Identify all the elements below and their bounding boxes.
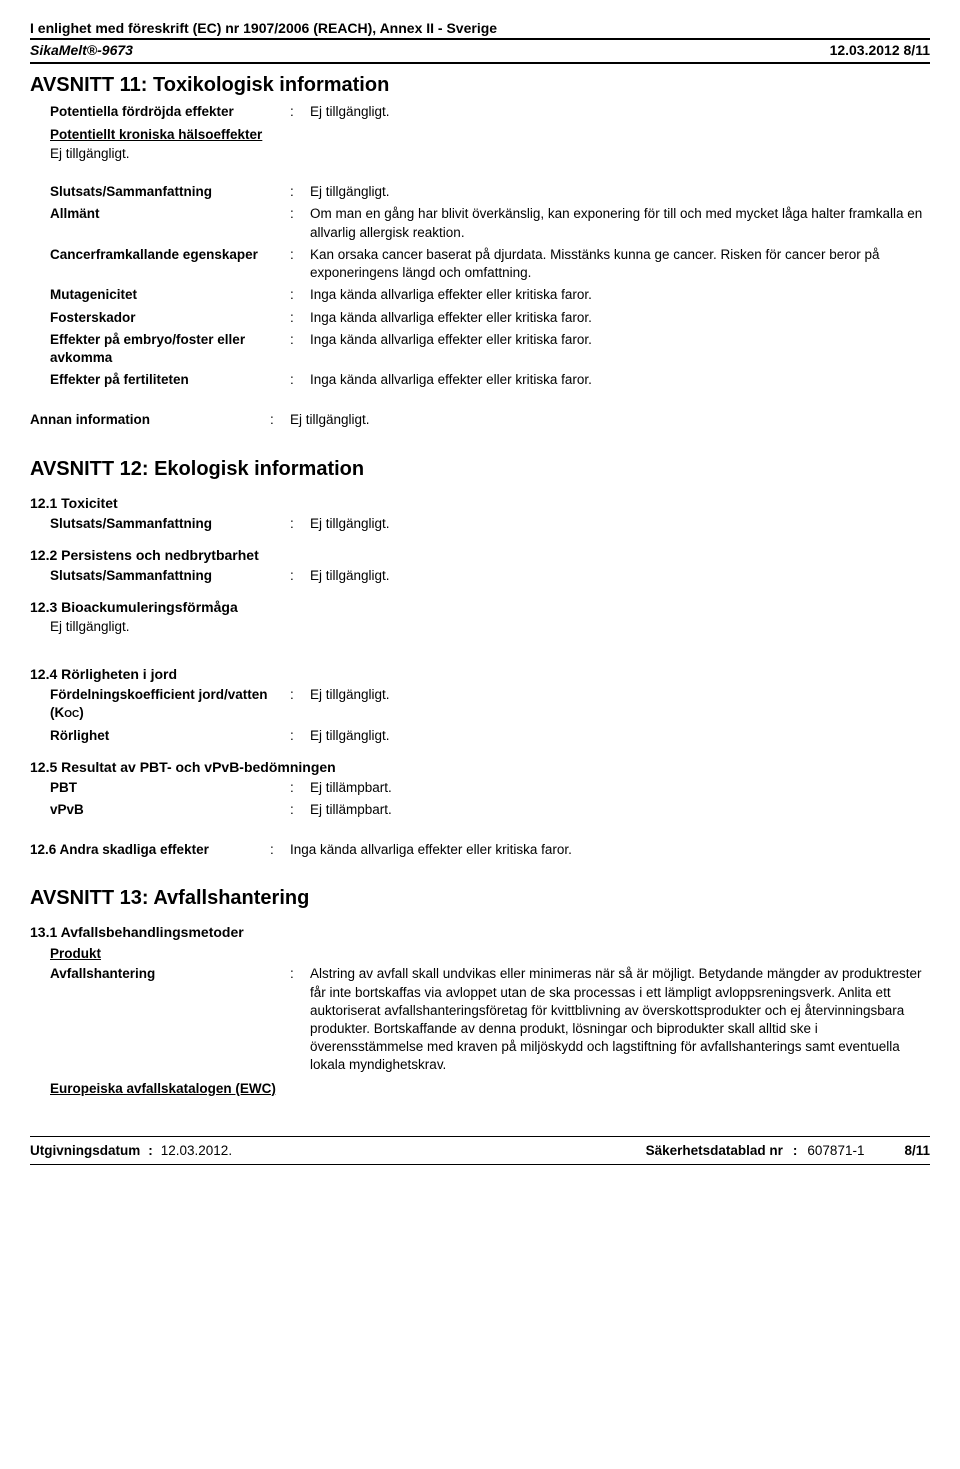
header-row: SikaMelt®-9673 12.03.2012 8/11 xyxy=(30,42,930,64)
s12-3-value: Ej tillgängligt. xyxy=(50,619,930,634)
row: Allmänt : Om man en gång har blivit över… xyxy=(50,205,930,241)
row-koc: Fördelningskoefficient jord/vatten (KOC)… xyxy=(50,686,930,722)
row-value: Ej tillgängligt. xyxy=(306,183,930,201)
row: Cancerframkallande egenskaper : Kan orsa… xyxy=(50,246,930,282)
row-value: Alstring av avfall skall undvikas eller … xyxy=(306,965,930,1074)
row: Mutagenicitet : Inga kända allvarliga ef… xyxy=(50,286,930,304)
row-value: Inga kända allvarliga effekter eller kri… xyxy=(306,371,930,389)
sds-value: 607871-1 xyxy=(807,1143,864,1158)
regulation-line: I enlighet med föreskrift (EC) nr 1907/2… xyxy=(30,20,930,40)
colon: : xyxy=(290,103,306,121)
row-label: Allmänt xyxy=(50,205,290,241)
row-value: Ej tillgängligt. xyxy=(306,567,930,585)
potentiella-label: Potentiella fördröjda effekter xyxy=(50,103,290,121)
row: Effekter på fertiliteten : Inga kända al… xyxy=(50,371,930,389)
page: I enlighet med föreskrift (EC) nr 1907/2… xyxy=(0,0,960,1185)
row-value: Ej tillämpbart. xyxy=(306,801,930,819)
kroniska-heading: Potentiellt kroniska hälsoeffekter xyxy=(50,127,930,142)
row: Fosterskador : Inga kända allvarliga eff… xyxy=(50,309,930,327)
footer-right: Säkerhetsdatablad nr : 607871-1 8/11 xyxy=(646,1143,930,1158)
s12-1: 12.1 Toxicitet xyxy=(30,495,930,511)
s12-6-value: Inga kända allvarliga effekter eller kri… xyxy=(286,841,930,859)
s12-4: 12.4 Rörligheten i jord xyxy=(30,666,930,682)
colon: : xyxy=(793,1143,798,1158)
page-num: 8/11 xyxy=(904,1143,930,1158)
row-label: Fosterskador xyxy=(50,309,290,327)
row-value: Inga kända allvarliga effekter eller kri… xyxy=(306,286,930,304)
annan-row: Annan information : Ej tillgängligt. xyxy=(30,411,930,429)
row-label: Slutsats/Sammanfattning xyxy=(50,567,290,585)
colon: : xyxy=(148,1143,153,1158)
s12-2: 12.2 Persistens och nedbrytbarhet xyxy=(30,547,930,563)
sds-label: Säkerhetsdatablad nr xyxy=(646,1143,783,1158)
annan-label: Annan information xyxy=(30,411,270,429)
s12-6-row: 12.6 Andra skadliga effekter : Inga känd… xyxy=(30,841,930,859)
row-label: Avfallshantering xyxy=(50,965,290,1074)
s13-1: 13.1 Avfallsbehandlingsmetoder xyxy=(30,924,930,940)
row-label: Effekter på fertiliteten xyxy=(50,371,290,389)
row-value: Ej tillgängligt. xyxy=(306,727,930,745)
utg-value: 12.03.2012. xyxy=(161,1143,232,1158)
product-name: SikaMelt®-9673 xyxy=(30,42,133,58)
row-label: Slutsats/Sammanfattning xyxy=(50,515,290,533)
row: Avfallshantering : Alstring av avfall sk… xyxy=(50,965,930,1074)
s12-3: 12.3 Bioackumuleringsförmåga xyxy=(30,599,930,615)
row: vPvB : Ej tillämpbart. xyxy=(50,801,930,819)
row-value: Om man en gång har blivit överkänslig, k… xyxy=(306,205,930,241)
potentiella-row: Potentiella fördröjda effekter : Ej till… xyxy=(50,103,930,121)
utg-label: Utgivningsdatum xyxy=(30,1143,140,1158)
row-label: PBT xyxy=(50,779,290,797)
row-value: Kan orsaka cancer baserat på djurdata. M… xyxy=(306,246,930,282)
header-date-page: 12.03.2012 8/11 xyxy=(830,42,930,58)
s12-6-label: 12.6 Andra skadliga effekter xyxy=(30,841,270,859)
row-value: Ej tillämpbart. xyxy=(306,779,930,797)
row: Rörlighet : Ej tillgängligt. xyxy=(50,727,930,745)
ewc-heading: Europeiska avfallskatalogen (EWC) xyxy=(50,1081,930,1096)
footer: Utgivningsdatum : 12.03.2012. Säkerhetsd… xyxy=(30,1136,930,1165)
row-value: Ej tillgängligt. xyxy=(306,515,930,533)
row-label: vPvB xyxy=(50,801,290,819)
row: Effekter på embryo/foster eller avkomma … xyxy=(50,331,930,367)
section11-title: AVSNITT 11: Toxikologisk information xyxy=(30,74,930,97)
potentiella-value: Ej tillgängligt. xyxy=(306,103,930,121)
annan-value: Ej tillgängligt. xyxy=(286,411,930,429)
row: Slutsats/Sammanfattning : Ej tillgänglig… xyxy=(50,567,930,585)
row-value: Inga kända allvarliga effekter eller kri… xyxy=(306,331,930,367)
row: Slutsats/Sammanfattning : Ej tillgänglig… xyxy=(50,515,930,533)
row-label: Cancerframkallande egenskaper xyxy=(50,246,290,282)
s12-5: 12.5 Resultat av PBT- och vPvB-bedömning… xyxy=(30,759,930,775)
kroniska-value: Ej tillgängligt. xyxy=(50,146,930,161)
row-value: Inga kända allvarliga effekter eller kri… xyxy=(306,309,930,327)
section12-title: AVSNITT 12: Ekologisk information xyxy=(30,458,930,481)
section11-body: Potentiella fördröjda effekter : Ej till… xyxy=(30,103,930,389)
footer-left: Utgivningsdatum : 12.03.2012. xyxy=(30,1143,232,1158)
row-label: Rörlighet xyxy=(50,727,290,745)
produkt-heading: Produkt xyxy=(50,946,930,961)
section13-title: AVSNITT 13: Avfallshantering xyxy=(30,887,930,910)
row-label: Fördelningskoefficient jord/vatten (KOC) xyxy=(50,686,290,722)
row: Slutsats/Sammanfattning : Ej tillgänglig… xyxy=(50,183,930,201)
row-label: Mutagenicitet xyxy=(50,286,290,304)
row-label: Effekter på embryo/foster eller avkomma xyxy=(50,331,290,367)
row-value: Ej tillgängligt. xyxy=(306,686,930,722)
row-label: Slutsats/Sammanfattning xyxy=(50,183,290,201)
row: PBT : Ej tillämpbart. xyxy=(50,779,930,797)
